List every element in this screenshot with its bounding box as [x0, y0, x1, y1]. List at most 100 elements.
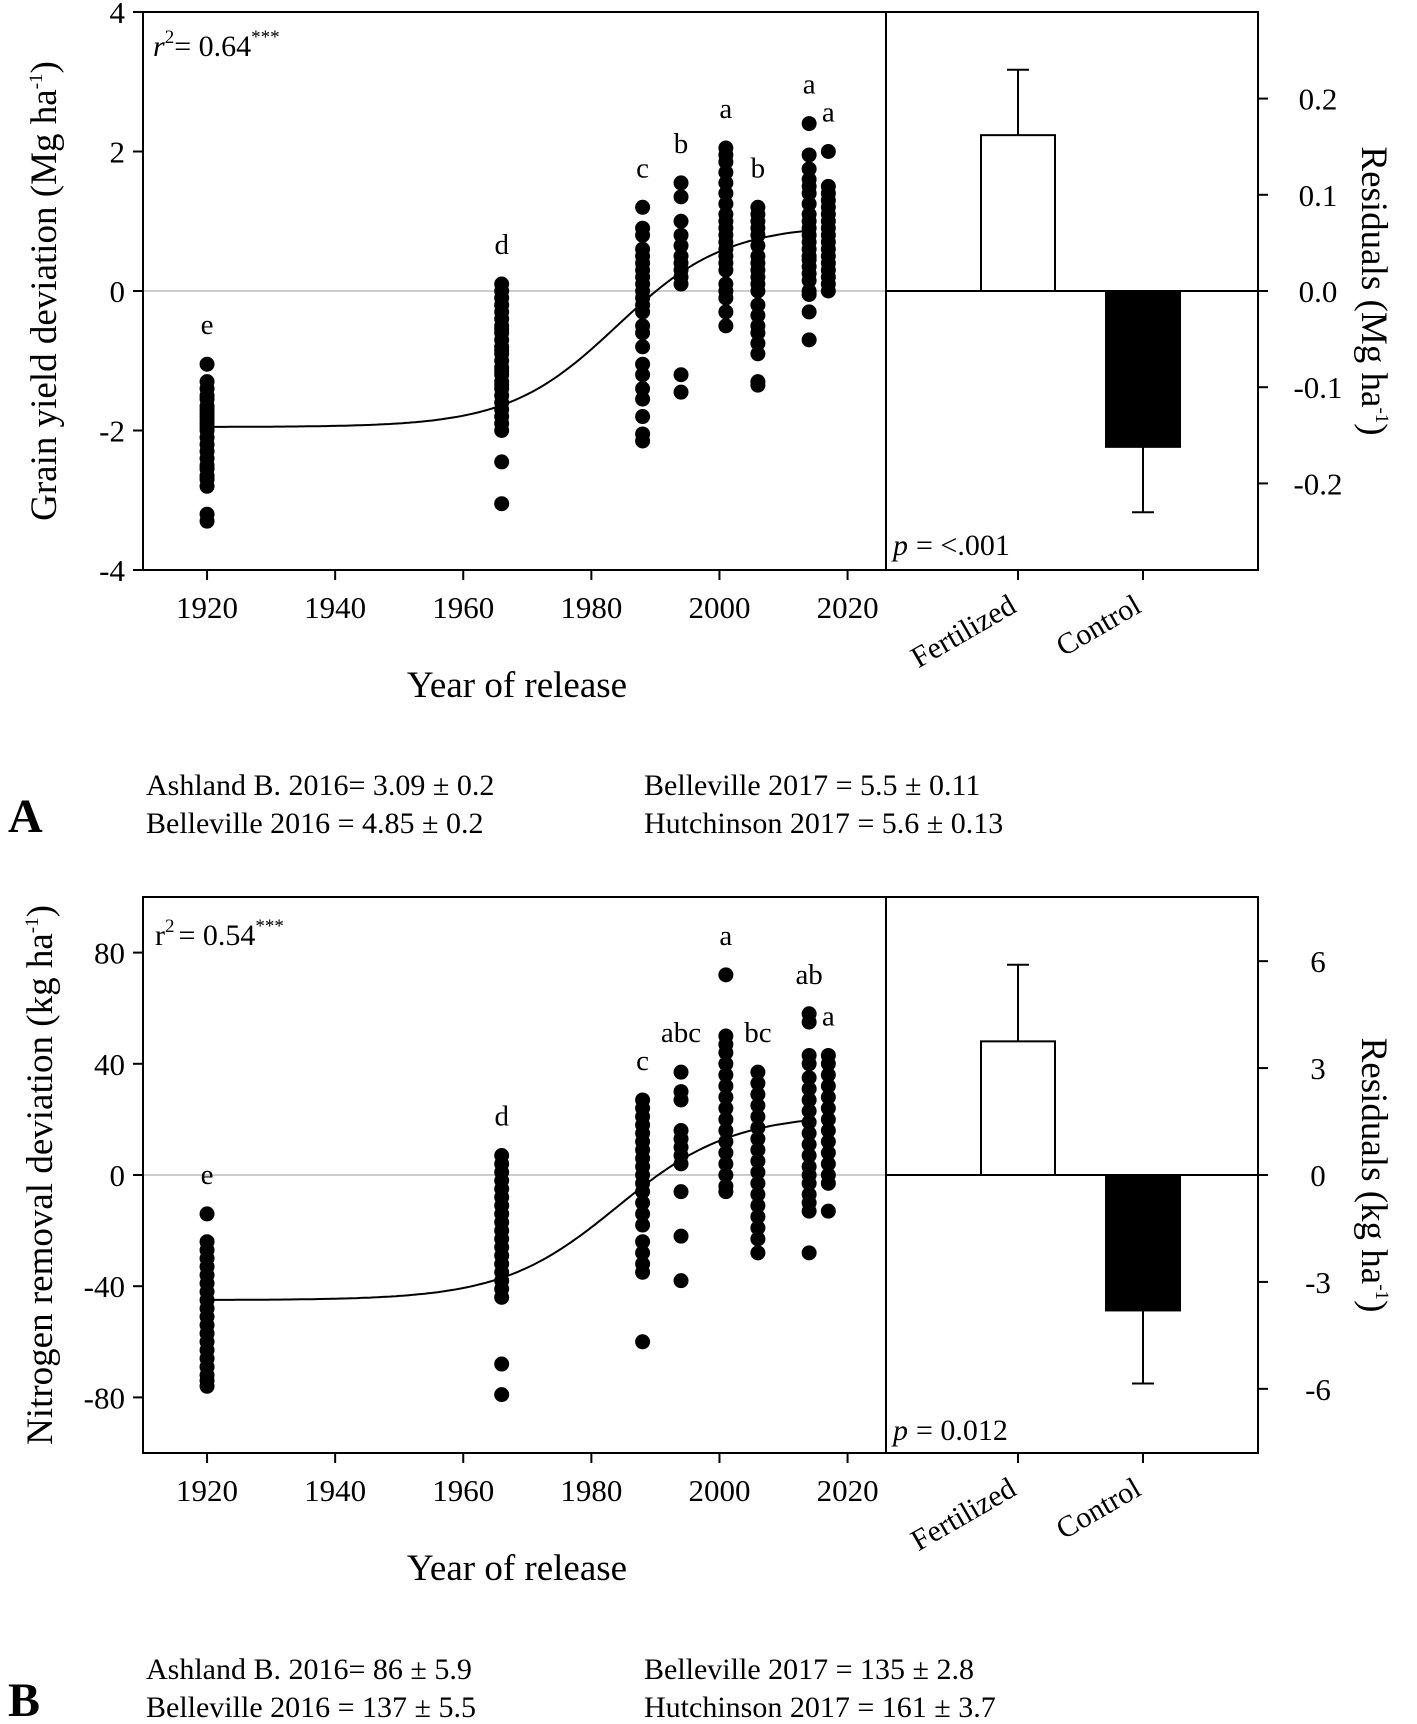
data-point	[820, 1078, 836, 1094]
data-point	[718, 1089, 734, 1105]
residual-bar-fertilized	[980, 1040, 1056, 1177]
group-letter: abc	[661, 1017, 701, 1049]
y-tick-label: -40	[84, 1269, 125, 1304]
data-point	[635, 1217, 651, 1233]
data-point	[718, 175, 734, 191]
y-axis-label: Grain yield deviation (Mg ha-1)	[24, 61, 65, 521]
data-point	[635, 1264, 651, 1280]
category-label-control: Control	[1051, 1471, 1147, 1545]
data-point	[820, 1203, 836, 1219]
data-points	[199, 116, 836, 529]
category-label-fertilized: Fertilized	[905, 1471, 1021, 1557]
data-point	[718, 1078, 734, 1094]
data-point	[750, 1164, 766, 1180]
data-point	[718, 1067, 734, 1083]
data-point	[718, 1156, 734, 1172]
x-tick-label: 2000	[688, 1473, 750, 1508]
data-point	[635, 367, 651, 383]
y-tick-label: -2	[99, 414, 125, 449]
data-point	[635, 409, 651, 425]
x-tick-label: 1920	[176, 590, 238, 625]
data-point	[750, 1186, 766, 1202]
residual-bar-control	[1105, 1174, 1181, 1312]
data-point	[494, 454, 510, 470]
site-mean-note: Ashland B. 2016= 86 ± 5.9	[146, 1653, 472, 1686]
data-point	[673, 1228, 689, 1244]
x-axis-label: Year of release	[407, 665, 627, 706]
y-axis-ticks: 80 40 0 -40 -80	[84, 936, 143, 1415]
data-point	[199, 478, 215, 494]
p-value-label: p = 0.012	[891, 1414, 1008, 1447]
category-label-fertilized: Fertilized	[905, 588, 1021, 674]
data-point	[718, 1056, 734, 1072]
p-value-label: p = <.001	[891, 529, 1010, 562]
data-point	[750, 1086, 766, 1102]
data-point	[199, 356, 215, 372]
fit-curve	[207, 229, 810, 428]
y-tick-label: 40	[94, 1047, 125, 1082]
data-point	[750, 377, 766, 393]
group-letter: c	[636, 1045, 649, 1077]
residual-bar-fertilized	[980, 134, 1056, 292]
site-mean-note: Hutchinson 2017 = 5.6 ± 0.13	[644, 807, 1003, 840]
y-tick-label: 80	[94, 936, 125, 971]
data-point	[673, 384, 689, 400]
x-tick-label: 1960	[432, 1473, 494, 1508]
data-point	[718, 290, 734, 306]
data-point	[494, 1289, 510, 1305]
data-point	[801, 196, 817, 212]
data-point	[820, 283, 836, 299]
data-point	[750, 1098, 766, 1113]
data-point	[635, 1234, 651, 1250]
residual-tick-label: 0.1	[1299, 178, 1338, 213]
data-point	[635, 1195, 651, 1211]
data-point	[718, 318, 734, 334]
panel-label: A	[8, 790, 43, 843]
data-point	[801, 1245, 817, 1261]
data-point	[494, 1387, 510, 1403]
data-point	[820, 1056, 836, 1072]
panel-b: 80 40 0 -40 -80 1920 1940 1960 1980 2000 2020 6 3 0…	[8, 896, 1394, 1724]
y-tick-label: 4	[110, 0, 126, 30]
data-point	[801, 1092, 817, 1108]
data-point	[494, 496, 510, 512]
data-point	[673, 175, 689, 191]
data-point	[673, 367, 689, 383]
data-point	[801, 286, 817, 302]
y-tick-label: 2	[110, 135, 126, 170]
group-letter: d	[494, 229, 509, 261]
data-point	[801, 1175, 817, 1191]
data-point	[750, 1245, 766, 1261]
data-point	[820, 144, 836, 159]
residual-tick-label: -6	[1305, 1372, 1331, 1407]
data-point	[750, 1109, 766, 1125]
data-point	[820, 1100, 836, 1116]
data-point	[635, 391, 651, 407]
data-point	[673, 189, 689, 205]
data-point	[801, 1103, 817, 1119]
y-axis-ticks: -4 -2 0 2 4	[99, 0, 143, 588]
data-point	[718, 196, 734, 212]
data-point	[673, 1273, 689, 1289]
data-point	[801, 1136, 817, 1152]
data-point	[673, 1064, 689, 1080]
data-point	[635, 199, 651, 215]
data-point	[635, 339, 651, 355]
data-point	[750, 1175, 766, 1191]
y-axis-label: Nitrogen removal deviation (kg ha-1)	[20, 905, 61, 1445]
data-point	[635, 304, 651, 320]
data-point	[718, 1123, 734, 1139]
data-point	[750, 1075, 766, 1091]
data-point	[820, 1156, 836, 1172]
data-point	[718, 1167, 734, 1183]
group-letter: a	[822, 97, 835, 129]
data-point	[199, 1206, 215, 1222]
group-letter: a	[719, 93, 732, 125]
y-tick-label: 0	[110, 274, 126, 309]
data-point	[635, 433, 651, 449]
data-point	[801, 273, 817, 289]
data-point	[801, 1114, 817, 1130]
site-mean-note: Belleville 2017 = 5.5 ± 0.11	[644, 769, 980, 802]
residual-bars	[886, 963, 1258, 1385]
